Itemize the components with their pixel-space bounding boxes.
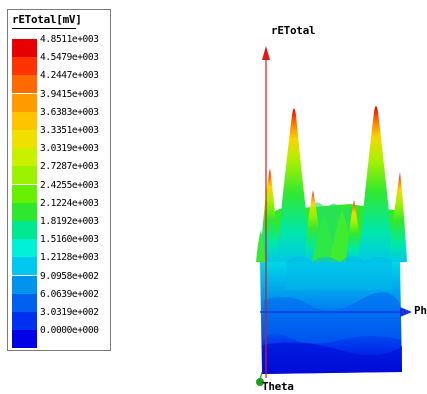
- legend-value-label: 4.2447e+003: [40, 70, 99, 82]
- legend-swatch: [12, 312, 37, 330]
- legend-value-label: 4.8511e+003: [40, 34, 99, 45]
- surface-valley-shadow: [286, 256, 392, 290]
- legend-value-label: 1.2128e+003: [40, 252, 99, 264]
- legend-value-label: 2.7287e+003: [40, 161, 99, 173]
- theta-axis-arrowhead: [256, 378, 264, 386]
- legend-swatch: [12, 275, 37, 294]
- legend-value-label: 3.3351e+003: [40, 125, 99, 136]
- surface-peak-left-main: [276, 108, 312, 262]
- surface-peak-mid-3: [346, 200, 362, 262]
- legend-swatch: [12, 293, 37, 312]
- surface-base-texture: [263, 292, 401, 344]
- theta-axis-label: Theta: [262, 380, 294, 393]
- legend-value-label: 9.0958e+002: [40, 270, 99, 282]
- legend-swatch: [12, 330, 37, 349]
- phi-axis-label: Phi: [414, 304, 427, 317]
- legend-swatch: [12, 148, 37, 167]
- legend-swatch: [12, 202, 37, 221]
- legend-swatch: [12, 111, 37, 130]
- legend-title: rETotal[mV]: [12, 13, 82, 26]
- legend-value-label: 3.0319e+002: [40, 307, 99, 318]
- surface-base-shadow: [262, 342, 402, 374]
- phi-axis-arrowhead: [400, 307, 412, 317]
- surface-peak-mid-1: [312, 215, 336, 262]
- surface-peak-left-small: [260, 168, 280, 262]
- legend-swatch: [12, 239, 37, 258]
- legend-swatch: [12, 221, 37, 239]
- legend-swatch: [12, 93, 37, 112]
- legend-value-label: 1.5160e+003: [40, 234, 99, 246]
- legend-value-label: 3.6383e+003: [40, 106, 99, 118]
- legend-value-label: 1.8192e+003: [40, 216, 99, 227]
- legend-swatch: [12, 75, 37, 94]
- legend-value-label: 0.0000e+000: [40, 325, 99, 337]
- legend-value-label: 3.0319e+003: [40, 143, 99, 155]
- color-legend: rETotal[mV] 4.8511e+003 4.5479e+003 4.2447…: [7, 9, 111, 351]
- legend-swatch: [12, 257, 37, 276]
- legend-value-label: 2.4255e+003: [40, 179, 99, 191]
- legend-value-label: 2.1224e+003: [40, 197, 99, 209]
- surface-peak-far-left: [256, 230, 266, 262]
- z-axis-label: rETotal: [271, 24, 316, 37]
- legend-title-underline: [12, 28, 76, 29]
- legend-value-label: 6.0639e+002: [40, 288, 99, 300]
- legend-swatch: [12, 57, 37, 76]
- legend-value-label: 3.9415e+003: [40, 88, 99, 100]
- 3d-radiation-plot: [256, 46, 412, 386]
- legend-swatch: [12, 130, 37, 148]
- legend-swatch: [12, 39, 37, 57]
- legend-value-label: 4.5479e+003: [40, 52, 99, 64]
- surface-peak-right-small: [388, 172, 407, 262]
- surface-peak-right-main: [358, 106, 394, 262]
- z-axis-arrowhead: [262, 46, 270, 60]
- legend-swatch: [12, 166, 37, 185]
- legend-swatch: [12, 184, 37, 203]
